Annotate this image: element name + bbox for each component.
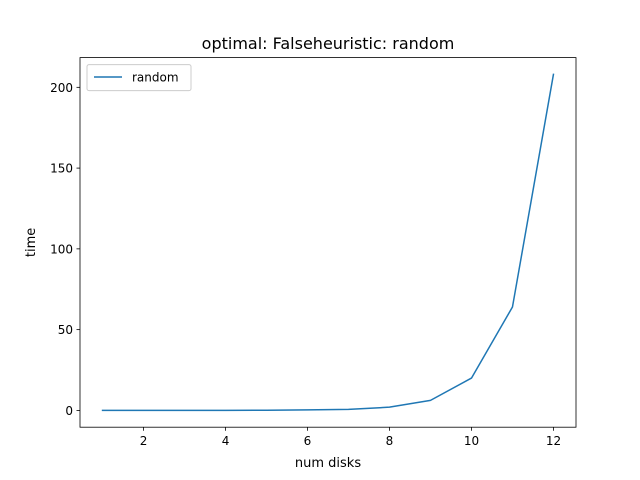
plot-area — [80, 57, 576, 428]
y-tick-label: 50 — [58, 323, 73, 337]
legend-label-random: random — [132, 71, 179, 85]
x-tick-label: 12 — [546, 434, 561, 448]
y-tick-label: 0 — [65, 404, 73, 418]
plot-frame — [79, 57, 577, 428]
x-tick-label: 6 — [304, 434, 312, 448]
y-axis-label: time — [24, 228, 39, 257]
y-tick-label: 150 — [50, 162, 73, 176]
x-axis-ticks: 2 4 6 8 10 12 — [140, 427, 561, 448]
x-tick-label: 10 — [464, 434, 479, 448]
chart-title: optimal: Falseheuristic: random — [202, 34, 455, 53]
legend: random — [86, 64, 192, 92]
legend-box — [86, 64, 192, 92]
y-tick-label: 200 — [50, 81, 73, 95]
x-tick-label: 4 — [222, 434, 230, 448]
y-axis-ticks: 0 50 100 150 200 — [50, 81, 80, 418]
x-tick-label: 2 — [140, 434, 148, 448]
y-tick-label: 100 — [50, 242, 73, 256]
x-tick-label: 8 — [386, 434, 394, 448]
x-axis-label: num disks — [295, 456, 361, 471]
series-line-random — [101, 73, 555, 412]
